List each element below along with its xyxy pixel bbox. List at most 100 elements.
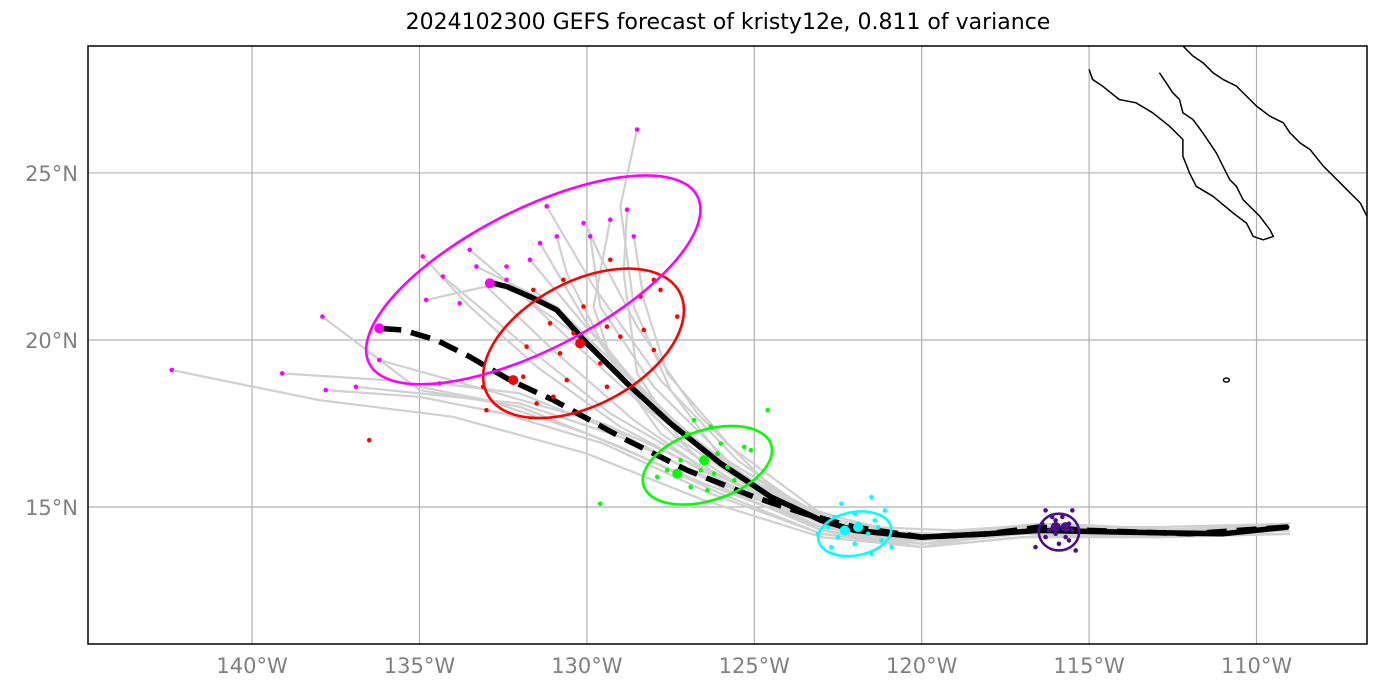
member-position-point xyxy=(323,387,329,393)
member-position-point xyxy=(698,467,704,473)
x-tick-label: 135°W xyxy=(384,654,456,678)
member-position-point xyxy=(376,357,382,363)
x-tick-label: 120°W xyxy=(886,654,958,678)
member-position-point xyxy=(882,508,888,513)
member-position-point xyxy=(504,277,509,283)
member-position-point xyxy=(889,544,894,550)
member-position-point xyxy=(852,541,858,547)
member-position-point xyxy=(581,220,586,226)
member-position-point xyxy=(658,287,663,293)
member-position-point xyxy=(604,324,610,329)
member-position-point xyxy=(839,501,844,506)
member-position-point xyxy=(1066,538,1072,543)
member-position-point xyxy=(279,371,285,376)
coastline xyxy=(1088,69,1275,241)
uncertainty-ellipse xyxy=(816,510,893,558)
member-position-point xyxy=(557,351,563,356)
member-position-point xyxy=(1073,548,1079,553)
x-tick-label: 130°W xyxy=(551,654,623,678)
member-position-point xyxy=(651,347,657,353)
gridlines xyxy=(88,46,1367,644)
member-position-point xyxy=(618,334,623,339)
ensemble-track xyxy=(589,236,1291,542)
member-position-point xyxy=(688,484,693,490)
member-position-point xyxy=(564,377,570,383)
member-position-point xyxy=(608,217,613,223)
member-position-point xyxy=(524,344,529,349)
uncertainty-ellipse xyxy=(364,174,702,386)
member-position-point xyxy=(711,471,717,476)
ensemble-track xyxy=(545,205,1291,542)
mean-position-dashed xyxy=(374,323,385,334)
member-position-point xyxy=(825,524,831,530)
mean-position-solid xyxy=(484,278,495,289)
ensemble-track xyxy=(592,219,1291,542)
member-position-point xyxy=(597,361,603,366)
member-position-point xyxy=(835,534,841,540)
ensemble-track xyxy=(532,289,1291,545)
member-position-point xyxy=(474,264,479,269)
uncertainty-ellipse xyxy=(641,424,774,506)
member-position-point xyxy=(678,457,683,463)
member-position-point xyxy=(1043,508,1048,513)
y-tick-label: 25°N xyxy=(25,162,78,186)
y-axis-ticks: 15°N 20°N 25°N xyxy=(25,162,78,520)
ensemble-track xyxy=(439,382,1291,545)
member-position-point xyxy=(534,401,539,406)
member-position-point xyxy=(1063,534,1068,540)
member-position-point xyxy=(561,277,566,283)
coastline xyxy=(1182,46,1367,217)
member-position-point xyxy=(320,314,325,319)
member-position-point xyxy=(587,234,593,239)
member-position-point xyxy=(1053,531,1058,537)
mean-track-dashed xyxy=(379,325,1287,540)
ensemble-track xyxy=(475,265,1291,535)
member-position-point xyxy=(520,374,526,380)
member-position-point xyxy=(875,524,881,530)
member-position-point xyxy=(741,444,747,450)
member-position-point xyxy=(705,488,710,493)
member-position-point xyxy=(440,274,446,279)
mean-position-solid xyxy=(575,338,586,349)
member-position-point xyxy=(551,394,556,400)
member-position-point xyxy=(631,234,637,239)
ensemble-track xyxy=(585,225,1291,542)
mean-position-dashed xyxy=(839,525,850,536)
member-position-point xyxy=(531,287,536,293)
x-axis-ticks: 140°W 135°W 130°W 125°W 120°W 115°W 110°W xyxy=(216,654,1292,678)
member-position-point xyxy=(865,531,871,537)
island xyxy=(1366,282,1367,285)
member-position-point xyxy=(1046,528,1052,533)
mean-position-solid xyxy=(1050,522,1061,533)
member-position-point xyxy=(664,467,670,473)
member-position-point xyxy=(1043,534,1048,540)
ensemble-track xyxy=(468,248,1291,542)
mean-position-dashed xyxy=(672,468,683,479)
member-position-point xyxy=(1056,541,1062,547)
coastlines xyxy=(976,37,1367,383)
member-position-point xyxy=(544,204,549,209)
member-position-point xyxy=(571,331,576,336)
uncertainty-ellipses xyxy=(364,174,1081,558)
member-position-point xyxy=(715,451,720,456)
mean-position-dashed xyxy=(508,375,519,386)
member-position-point xyxy=(1060,514,1065,520)
x-tick-label: 115°W xyxy=(1053,654,1125,678)
member-position-point xyxy=(457,300,462,306)
member-position-point xyxy=(872,518,878,523)
member-position-point xyxy=(547,320,553,326)
y-tick-label: 15°N xyxy=(25,496,78,520)
member-position-point xyxy=(624,207,630,212)
island xyxy=(976,37,982,41)
uncertainty-ellipse xyxy=(481,267,686,420)
member-position-point xyxy=(581,304,586,309)
member-position-point xyxy=(869,494,874,500)
member-position-point xyxy=(169,367,175,373)
member-position-point xyxy=(641,327,647,333)
member-position-point xyxy=(879,538,884,543)
member-position-point xyxy=(1070,528,1075,533)
member-position-point xyxy=(828,544,834,550)
member-position-point xyxy=(748,447,754,453)
member-position-point xyxy=(765,407,770,413)
